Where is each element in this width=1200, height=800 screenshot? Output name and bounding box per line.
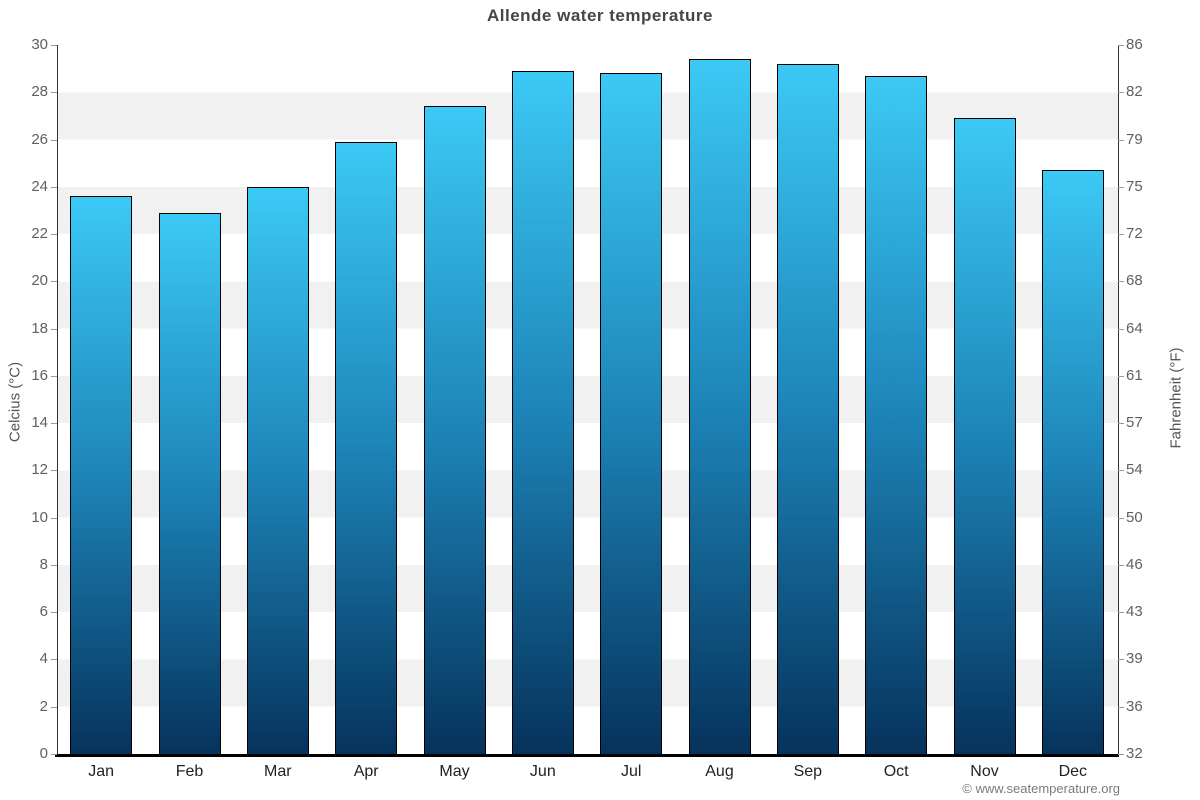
bar-jun[interactable] xyxy=(511,70,574,754)
y-tick-fahrenheit-72: 72 xyxy=(1126,225,1143,243)
x-label-sep: Sep xyxy=(793,763,823,780)
bar-aug[interactable] xyxy=(688,59,751,754)
y-tickmark-left xyxy=(51,375,57,377)
y-tickmark-left xyxy=(51,612,57,614)
y-tickmark-right xyxy=(1118,375,1124,377)
y-tickmark-right xyxy=(1118,139,1124,141)
y-tickmark-left xyxy=(51,139,57,141)
y-tick-fahrenheit-82: 82 xyxy=(1126,83,1143,101)
y-tickmark-right xyxy=(1118,706,1124,708)
x-label-jul: Jul xyxy=(620,763,642,780)
bar-dec[interactable] xyxy=(1041,170,1104,754)
y-tick-celsius-30: 30 xyxy=(31,36,48,53)
y-tick-celsius-6: 6 xyxy=(39,603,48,621)
y-tick-celsius-2: 2 xyxy=(39,697,48,715)
y-tick-celsius-14: 14 xyxy=(31,414,48,432)
y-tickmark-right xyxy=(1118,470,1124,472)
y-tickmark-left xyxy=(51,423,57,425)
y-tick-fahrenheit-64: 64 xyxy=(1126,319,1143,337)
y-tickmark-left xyxy=(51,564,57,566)
bar-sep[interactable] xyxy=(776,63,839,754)
y-tick-celsius-24: 24 xyxy=(31,177,48,195)
y-tick-celsius-22: 22 xyxy=(31,225,48,243)
bar-oct[interactable] xyxy=(865,75,928,754)
y-tickmark-right xyxy=(1118,659,1124,661)
y-tickmark-right xyxy=(1118,92,1124,94)
x-label-dec: Dec xyxy=(1058,763,1088,780)
y-tickmark-left xyxy=(51,281,57,283)
y-tick-celsius-4: 4 xyxy=(39,650,48,668)
y-tick-fahrenheit-68: 68 xyxy=(1126,272,1143,290)
y-tick-fahrenheit-50: 50 xyxy=(1126,508,1143,526)
y-tickmark-right xyxy=(1118,328,1124,330)
bar-feb[interactable] xyxy=(158,212,221,754)
y-tickmark-right xyxy=(1118,612,1124,614)
y-axis-title-fahrenheit: Fahrenheit (°F) xyxy=(1167,347,1185,449)
x-label-apr: Apr xyxy=(353,763,379,780)
y-tick-fahrenheit-36: 36 xyxy=(1126,697,1143,715)
y-tickmark-right xyxy=(1118,45,1124,46)
y-tick-celsius-26: 26 xyxy=(31,130,48,148)
y-tickmark-right xyxy=(1118,234,1124,236)
y-tickmark-left xyxy=(51,92,57,94)
plot-area xyxy=(57,45,1119,754)
bar-jan[interactable] xyxy=(70,196,133,754)
y-tickmark-right xyxy=(1118,186,1124,188)
y-tick-fahrenheit-79: 79 xyxy=(1126,130,1143,148)
x-label-aug: Aug xyxy=(705,763,734,780)
y-tickmark-left xyxy=(51,45,57,46)
y-tickmark-right xyxy=(1118,517,1124,519)
y-tick-fahrenheit-39: 39 xyxy=(1126,650,1143,668)
x-label-may: May xyxy=(439,763,470,780)
bar-jul[interactable] xyxy=(600,73,663,754)
y-tick-fahrenheit-86: 86 xyxy=(1126,36,1143,53)
x-label-nov: Nov xyxy=(970,763,999,780)
y-tickmark-right xyxy=(1118,564,1124,566)
y-tickmark-left xyxy=(51,328,57,330)
chart-title: Allende water temperature xyxy=(486,6,713,25)
y-tickmark-left xyxy=(51,234,57,236)
y-tick-celsius-20: 20 xyxy=(31,272,48,290)
x-label-feb: Feb xyxy=(175,763,204,780)
y-tickmark-left xyxy=(51,659,57,661)
y-tickmark-right xyxy=(1118,754,1124,755)
y-tick-celsius-16: 16 xyxy=(31,366,48,384)
y-tick-celsius-18: 18 xyxy=(31,319,48,337)
bar-may[interactable] xyxy=(423,106,486,754)
y-tick-celsius-0: 0 xyxy=(39,745,48,762)
x-axis-line xyxy=(55,754,1119,757)
bar-mar[interactable] xyxy=(246,186,309,754)
y-tick-fahrenheit-75: 75 xyxy=(1126,177,1143,195)
y-tick-celsius-12: 12 xyxy=(31,461,48,479)
copyright-watermark: © www.seatemperature.org xyxy=(962,781,1120,796)
y-tick-fahrenheit-46: 46 xyxy=(1126,555,1143,573)
y-tick-fahrenheit-43: 43 xyxy=(1126,603,1143,621)
y-tick-celsius-28: 28 xyxy=(31,83,48,101)
y-tick-fahrenheit-61: 61 xyxy=(1126,366,1143,384)
y-tick-fahrenheit-32: 32 xyxy=(1126,745,1143,762)
y-tick-fahrenheit-54: 54 xyxy=(1126,461,1143,479)
bar-apr[interactable] xyxy=(335,141,398,754)
y-tickmark-left xyxy=(51,186,57,188)
y-tickmark-left xyxy=(51,706,57,708)
y-tickmark-right xyxy=(1118,281,1124,283)
x-label-mar: Mar xyxy=(264,763,292,780)
y-tickmark-left xyxy=(51,470,57,472)
y-tick-celsius-10: 10 xyxy=(31,508,48,526)
y-tickmark-left xyxy=(51,517,57,519)
y-tickmark-left xyxy=(51,754,57,755)
x-label-jun: Jun xyxy=(529,763,556,780)
y-tick-fahrenheit-57: 57 xyxy=(1126,414,1143,432)
y-tickmark-right xyxy=(1118,423,1124,425)
x-label-jan: Jan xyxy=(88,763,115,780)
x-label-oct: Oct xyxy=(883,763,909,780)
y-tick-celsius-8: 8 xyxy=(39,555,48,573)
bar-nov[interactable] xyxy=(953,118,1016,754)
